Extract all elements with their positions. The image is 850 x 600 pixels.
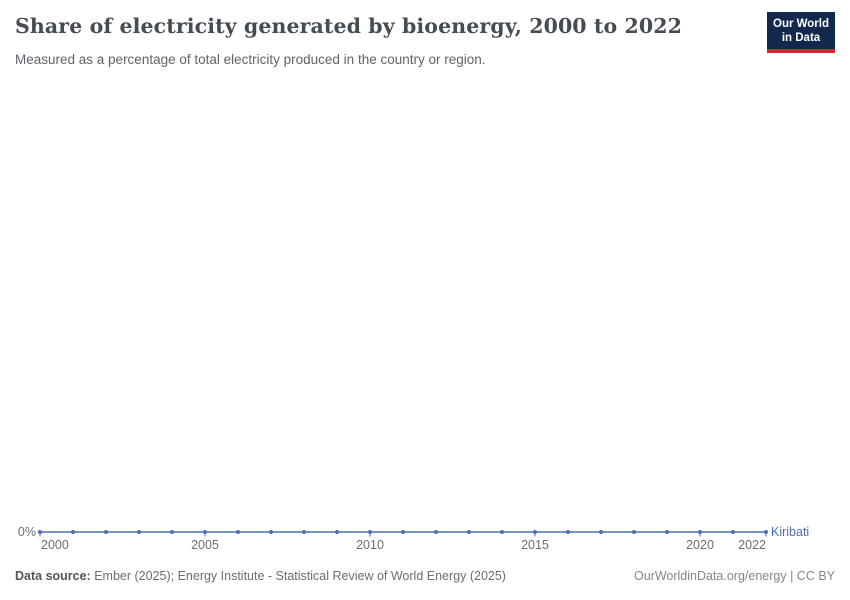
y-axis-tick-label: 0%	[17, 525, 36, 539]
page-title: Share of electricity generated by bioene…	[15, 14, 682, 38]
data-point-2005[interactable]	[203, 530, 207, 534]
data-point-2003[interactable]	[137, 530, 141, 534]
series-end-label[interactable]: Kiribati	[771, 525, 810, 539]
data-point-2019[interactable]	[665, 530, 669, 534]
data-point-2015[interactable]	[533, 530, 537, 534]
data-point-2022[interactable]	[764, 530, 768, 534]
page-subtitle: Measured as a percentage of total electr…	[15, 52, 486, 67]
data-point-2021[interactable]	[731, 530, 735, 534]
data-point-2013[interactable]	[467, 530, 471, 534]
owid-logo[interactable]: Our World in Data	[767, 12, 836, 54]
data-source-text: Ember (2025); Energy Institute - Statist…	[90, 569, 506, 583]
data-point-2002[interactable]	[104, 530, 108, 534]
x-tick-label-2005: 2005	[191, 538, 219, 552]
data-point-2009[interactable]	[335, 530, 339, 534]
footer-credit[interactable]: OurWorldinData.org/energy | CC BY	[633, 569, 835, 583]
data-point-2000[interactable]	[38, 530, 42, 534]
x-tick-label-2010: 2010	[356, 538, 384, 552]
owid-logo-line1: Our World	[773, 18, 830, 30]
data-point-2007[interactable]	[269, 530, 273, 534]
data-point-2020[interactable]	[698, 530, 702, 534]
data-point-2008[interactable]	[302, 530, 306, 534]
x-tick-label-2022: 2022	[738, 538, 766, 552]
x-tick-label-2000: 2000	[41, 538, 69, 552]
footer-data-source: Data source: Ember (2025); Energy Instit…	[15, 569, 506, 583]
data-point-2016[interactable]	[566, 530, 570, 534]
data-point-2018[interactable]	[632, 530, 636, 534]
data-point-2014[interactable]	[500, 530, 504, 534]
data-point-2011[interactable]	[401, 530, 405, 534]
data-point-2001[interactable]	[71, 530, 75, 534]
data-source-label: Data source:	[15, 569, 91, 583]
data-point-2010[interactable]	[368, 530, 372, 534]
owid-logo-line2: in Data	[781, 32, 821, 45]
x-tick-label-2015: 2015	[521, 538, 549, 552]
data-point-2004[interactable]	[170, 530, 174, 534]
data-point-2006[interactable]	[236, 530, 240, 534]
data-point-2017[interactable]	[599, 530, 603, 534]
x-tick-label-2020: 2020	[686, 538, 714, 552]
data-point-2012[interactable]	[434, 530, 438, 534]
